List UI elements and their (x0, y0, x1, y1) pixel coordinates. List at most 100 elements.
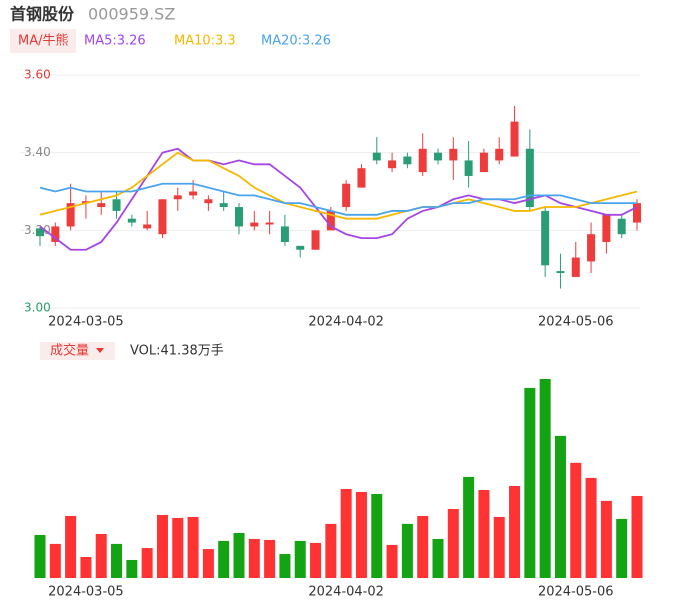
candle-body (97, 203, 106, 208)
volume-bar (264, 539, 276, 578)
candle-body (617, 218, 626, 235)
volume-bar (126, 559, 138, 578)
candle-body (479, 152, 488, 173)
stock-name: 首钢股份 (10, 5, 75, 24)
volume-bar (95, 533, 107, 578)
vol-button-bg[interactable] (40, 342, 115, 360)
x-tick-label: 2024-03-05 (48, 585, 124, 600)
candle-body (143, 224, 152, 229)
candle-body (311, 230, 320, 250)
volume-bar (401, 523, 413, 578)
volume-bar (187, 516, 199, 578)
volume-bar (202, 549, 214, 578)
candle-body (158, 199, 167, 235)
volume-bar (585, 477, 597, 578)
candle-body (587, 234, 596, 262)
legend-entry: MA10:3.3 (174, 34, 236, 49)
candle-body (280, 226, 289, 242)
candle-body (464, 160, 473, 176)
candle-body (525, 148, 534, 208)
y-tick-label: 3.00 (24, 301, 51, 315)
volume-bar (371, 493, 383, 578)
candle-body (235, 207, 243, 227)
volume-bar (570, 462, 582, 578)
candle-body (127, 218, 136, 223)
candle-body (342, 183, 351, 208)
candle-body (418, 148, 427, 173)
candle-body (296, 245, 305, 250)
candle-body (510, 121, 519, 157)
volume-bar (248, 538, 260, 578)
volume-bar (463, 476, 475, 578)
candle-body (541, 210, 550, 266)
candle-body (173, 195, 182, 200)
volume-bar (65, 515, 77, 578)
volume-bar (355, 491, 367, 578)
volume-bar (447, 509, 459, 578)
candle-body (556, 271, 565, 274)
volume-bar (539, 379, 551, 578)
legend-entry: MA5:3.26 (84, 34, 146, 49)
candle-body (66, 203, 75, 227)
candle-body (112, 199, 121, 211)
volume-bar (432, 538, 444, 578)
candle-body (326, 210, 335, 231)
volume-bar (325, 523, 337, 578)
candle-body (265, 222, 274, 225)
y-tick-label: 3.40 (24, 145, 51, 159)
volume-bar (386, 544, 398, 578)
volume-bar (600, 500, 612, 578)
volume-bar (310, 542, 322, 578)
volume-bar (509, 486, 521, 578)
volume-bar (340, 489, 352, 578)
candle-body (571, 257, 580, 277)
x-tick-label: 2024-05-06 (538, 585, 614, 600)
legend-entry: MA20:3.26 (261, 34, 331, 49)
volume-bar (156, 514, 168, 578)
x-tick-label: 2024-03-05 (48, 315, 124, 330)
candle-body (388, 160, 397, 169)
candle-body (495, 148, 504, 161)
ma-line (39, 151, 638, 220)
volume-bar (141, 548, 153, 578)
volume-bar (49, 543, 61, 578)
candle-body (602, 214, 611, 242)
x-tick-label: 2024-04-02 (308, 315, 384, 330)
ma-line (39, 182, 637, 216)
candle-body (51, 226, 60, 242)
volume-bar (631, 495, 643, 578)
candle-body (204, 199, 213, 204)
candle-body (633, 203, 641, 223)
volume-bar (554, 435, 566, 578)
candle-body (403, 156, 412, 165)
stock-code: 000959.SZ (88, 5, 175, 24)
volume-bar (524, 387, 536, 578)
volume-bar (218, 540, 230, 578)
ma-button-bg[interactable] (10, 29, 76, 53)
volume-bar (233, 533, 245, 578)
candle-body (219, 203, 228, 208)
ma-button[interactable]: MA/牛熊 (18, 33, 69, 49)
volume-bar (34, 534, 46, 578)
x-tick-label: 2024-04-02 (308, 585, 384, 600)
vol-label: VOL:41.38万手 (130, 344, 224, 359)
volume-bar (279, 554, 291, 578)
candle-body (449, 148, 458, 161)
candle-body (250, 222, 259, 227)
volume-bar (172, 517, 184, 578)
candle-body (372, 152, 381, 161)
volume-bar (493, 516, 505, 578)
candle-body (36, 228, 44, 237)
volume-bar (417, 515, 429, 578)
vol-title[interactable]: 成交量 (50, 343, 89, 359)
candle-body (81, 201, 90, 204)
y-tick-label: 3.60 (24, 68, 51, 82)
candle-body (357, 168, 366, 188)
volume-bar (478, 489, 490, 578)
volume-bar (80, 556, 92, 578)
x-tick-label: 2024-05-06 (538, 315, 614, 330)
dropdown-arrow (96, 348, 104, 353)
volume-bar (294, 540, 306, 578)
candle-body (434, 152, 442, 161)
